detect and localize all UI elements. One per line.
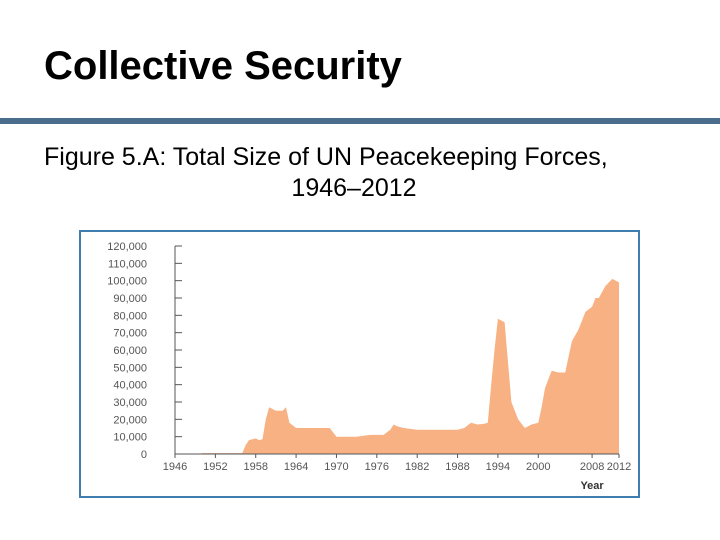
y-tick-label: 110,000 — [108, 258, 147, 270]
y-tick-label: 30,000 — [113, 397, 147, 409]
y-tick-label: 60,000 — [113, 345, 147, 357]
title-divider — [0, 118, 720, 124]
y-tick-label: 90,000 — [113, 293, 147, 305]
x-tick-label: 2000 — [526, 461, 550, 473]
x-tick-label: 1958 — [243, 461, 267, 473]
y-tick-label: 80,000 — [113, 310, 147, 322]
series-area-0 — [201, 278, 619, 454]
y-tick-label: 20,000 — [113, 414, 147, 426]
y-tick-label: 50,000 — [113, 362, 147, 374]
y-tick-label: 100,000 — [107, 276, 147, 288]
y-tick-label: 10,000 — [113, 432, 147, 444]
x-tick-label: 1982 — [405, 461, 429, 473]
figure-caption: Figure 5.A: Total Size of UN Peacekeepin… — [44, 142, 664, 204]
y-tick-label: 40,000 — [113, 380, 147, 392]
slide-title: Collective Security — [44, 44, 402, 88]
y-tick-label: 120,000 — [107, 241, 147, 253]
y-tick-label: 0 — [141, 449, 147, 461]
x-tick-label: 1976 — [365, 461, 389, 473]
figure-caption-line2: 1946–2012 — [291, 174, 417, 202]
x-tick-label: 1952 — [203, 461, 227, 473]
y-tick-label: 70,000 — [113, 328, 147, 340]
peacekeeping-area-chart: 0 10,000 20,000 30,000 40,000 50,000 60,000 70,… — [107, 241, 631, 492]
x-axis-title: Year — [580, 480, 604, 492]
x-tick-label: 1970 — [324, 461, 348, 473]
x-tick-label: 1994 — [486, 461, 510, 473]
figure-caption-line1: Figure 5.A: Total Size of UN Peacekeepin… — [44, 143, 608, 171]
x-tick-label: 2012 — [607, 461, 631, 473]
chart-frame: 0 10,000 20,000 30,000 40,000 50,000 60,000 70,… — [79, 230, 640, 498]
x-tick-label: 1988 — [445, 461, 469, 473]
x-tick-label: 1964 — [284, 461, 308, 473]
x-tick-label: 1946 — [163, 461, 187, 473]
x-tick-label: 2008 — [580, 461, 604, 473]
